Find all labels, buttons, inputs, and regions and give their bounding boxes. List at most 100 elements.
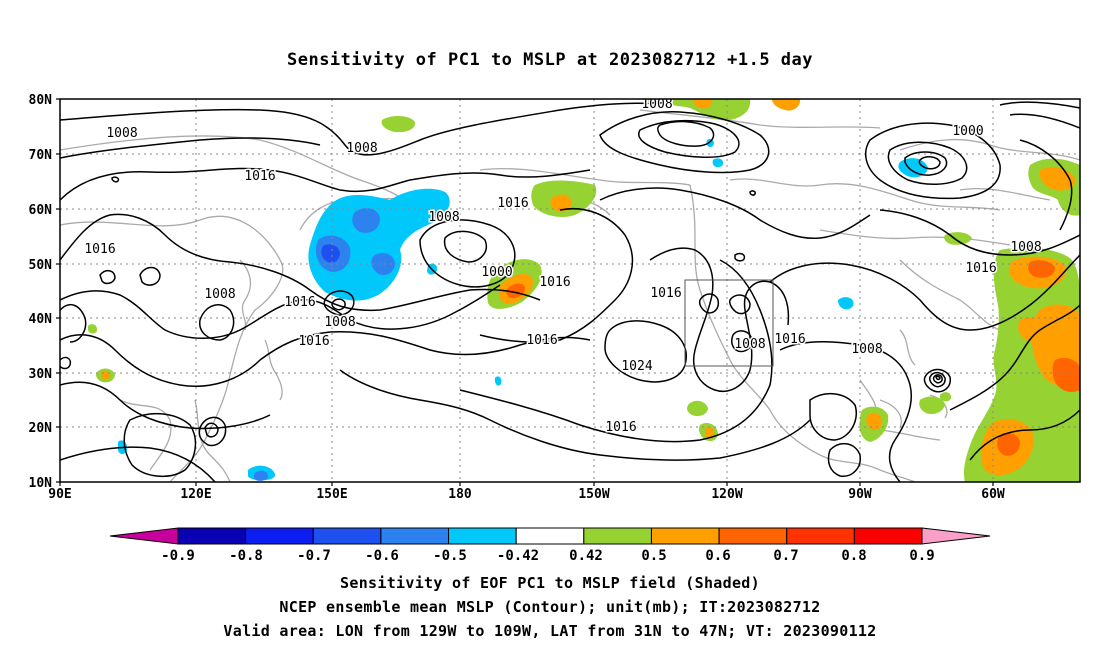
shade-positive-bering-3 bbox=[506, 283, 525, 299]
contour-label: 1008 bbox=[204, 287, 235, 302]
caption-line-1: Sensitivity of EOF PC1 to MSLP field (Sh… bbox=[340, 574, 760, 592]
lon-label: 150E bbox=[316, 487, 347, 502]
contour-label: 1008 bbox=[428, 210, 459, 225]
colorbar-label: -0.5 bbox=[433, 548, 467, 564]
colorbar-labels: -0.9 -0.8 -0.7 -0.6 -0.5 -0.42 0.42 0.5 … bbox=[161, 548, 935, 564]
shade-positive-atlantic-3 bbox=[1028, 260, 1055, 278]
lon-label: 60W bbox=[981, 487, 1005, 502]
coastlines bbox=[60, 109, 1080, 482]
lon-label: 90E bbox=[48, 487, 71, 502]
lon-label: 150W bbox=[578, 487, 609, 502]
contour-label: 1008 bbox=[346, 141, 377, 156]
colorbar-box bbox=[448, 527, 517, 545]
contour-label: 1016 bbox=[774, 332, 805, 347]
colorbar-boxes bbox=[177, 527, 923, 545]
contour-label: 1016 bbox=[244, 169, 275, 184]
colorbar-label: -0.9 bbox=[161, 548, 195, 564]
colorbar-box bbox=[650, 527, 720, 545]
caption-line-3: Valid area: LON from 129W to 109W, LAT f… bbox=[223, 622, 877, 640]
contour-label: 1008 bbox=[324, 315, 355, 330]
lat-label: 80N bbox=[29, 93, 53, 108]
shade-positive-arctic bbox=[640, 99, 751, 121]
lat-label: 70N bbox=[29, 148, 53, 163]
lat-label: 40N bbox=[29, 312, 53, 327]
shade-positive-atlantic-8 bbox=[1018, 317, 1044, 341]
contour-label: 1008 bbox=[851, 342, 882, 357]
shade-positive-caribbean-2 bbox=[940, 392, 952, 402]
shade-positive-atlantic-5 bbox=[1052, 357, 1080, 392]
colorbar-label: 0.8 bbox=[841, 548, 866, 564]
colorbar: -0.9 -0.8 -0.7 -0.6 -0.5 -0.42 0.42 0.5 … bbox=[109, 527, 991, 564]
lon-axis: 90E 120E 150E 180 150W 120W 90W 60W bbox=[48, 487, 1005, 502]
shade-negative-asia-4 bbox=[352, 208, 380, 233]
colorbar-box bbox=[515, 527, 585, 545]
tick-marks bbox=[56, 98, 994, 486]
lat-label: 10N bbox=[29, 476, 53, 491]
contour-label: 1008 bbox=[106, 126, 137, 141]
colorbar-box bbox=[312, 527, 382, 545]
contour-label: 1008 bbox=[734, 337, 765, 352]
colorbar-label: 0.5 bbox=[641, 548, 666, 564]
lon-label: 120W bbox=[711, 487, 742, 502]
contour-label: 1000 bbox=[952, 124, 983, 139]
colorbar-box bbox=[718, 527, 788, 545]
colorbar-label: 0.42 bbox=[569, 548, 603, 564]
shade-negative-alaska bbox=[712, 158, 724, 168]
colorbar-label: -0.42 bbox=[497, 548, 539, 564]
lat-label: 50N bbox=[29, 258, 53, 273]
lat-label: 30N bbox=[29, 367, 53, 382]
lon-label: 120E bbox=[180, 487, 211, 502]
shade-positive-arctic-3 bbox=[772, 99, 801, 111]
lat-label: 20N bbox=[29, 421, 53, 436]
colorbar-label: 0.9 bbox=[909, 548, 934, 564]
colorbar-box bbox=[853, 527, 923, 545]
contour-label: 1016 bbox=[84, 242, 115, 257]
lon-label: 180 bbox=[448, 487, 472, 502]
map-title: Sensitivity of PC1 to MSLP at 2023082712… bbox=[286, 50, 813, 70]
contour-label: 1008 bbox=[1010, 240, 1041, 255]
colorbar-label: -0.6 bbox=[365, 548, 399, 564]
contour-label: 1016 bbox=[650, 286, 681, 301]
shade-positive-caribbean bbox=[919, 396, 945, 414]
map-area: 1008 1008 1016 1016 1008 1016 1008 1000 … bbox=[60, 97, 1080, 482]
colorbar-label: -0.8 bbox=[229, 548, 263, 564]
shade-positive-alaska-2 bbox=[550, 194, 572, 212]
colorbar-box bbox=[583, 527, 652, 545]
map-frame bbox=[59, 98, 1081, 483]
colorbar-box bbox=[245, 527, 314, 545]
colorbar-box bbox=[380, 527, 450, 545]
colorbar-label: 0.6 bbox=[705, 548, 730, 564]
colorbar-high-arrow bbox=[921, 527, 991, 545]
contour-label: 1016 bbox=[497, 196, 528, 211]
lat-axis: 80N 70N 60N 50N 40N 30N 20N 10N bbox=[29, 93, 53, 491]
mslp-contours bbox=[60, 101, 1080, 482]
shade-negative-asia-5 bbox=[371, 253, 395, 276]
contour-label: 1016 bbox=[298, 334, 329, 349]
contour-label: 1008 bbox=[641, 97, 672, 112]
contour-label: 1016 bbox=[605, 420, 636, 435]
contour-label: 1016 bbox=[965, 261, 996, 276]
shade-positive-india bbox=[88, 324, 98, 334]
shade-positive-arctic-2 bbox=[692, 99, 713, 109]
colorbar-label: -0.7 bbox=[297, 548, 331, 564]
shade-positive-mexico-2 bbox=[705, 426, 715, 439]
caption-line-2: NCEP ensemble mean MSLP (Contour); unit(… bbox=[279, 598, 821, 616]
valid-area-box bbox=[684, 279, 774, 367]
shade-negative-asia bbox=[308, 188, 450, 301]
shade-positive-siberia bbox=[381, 116, 416, 133]
colorbar-label: 0.7 bbox=[773, 548, 798, 564]
contour-label: 1000 bbox=[481, 265, 512, 280]
shade-negative-pacific bbox=[494, 376, 502, 386]
colorbar-box bbox=[786, 527, 855, 545]
shade-positive-gulf-2 bbox=[866, 412, 882, 430]
lat-label: 60N bbox=[29, 203, 53, 218]
contour-label: 1016 bbox=[526, 333, 557, 348]
shade-negative-atl bbox=[838, 297, 854, 310]
shade-negative-japan-south-2 bbox=[254, 470, 268, 481]
shade-negative-npacific bbox=[706, 138, 714, 148]
contour-label: 1016 bbox=[539, 275, 570, 290]
contour-label: 1024 bbox=[621, 359, 652, 374]
shade-negative-asia-3 bbox=[321, 244, 340, 263]
colorbar-low-arrow bbox=[109, 527, 179, 545]
